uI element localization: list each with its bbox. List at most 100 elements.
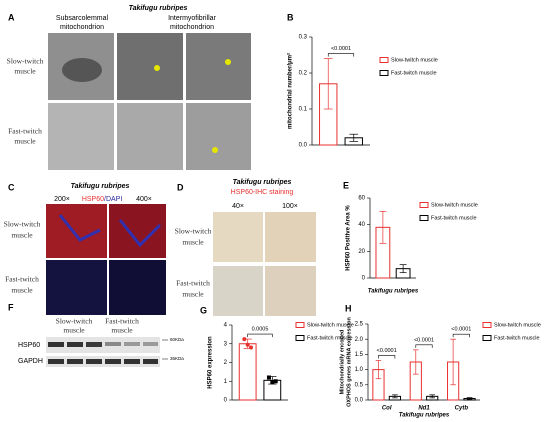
panel-subtitle: HSP60-IHC staining bbox=[231, 189, 294, 196]
significance-bracket bbox=[247, 333, 273, 338]
row-label: muscle bbox=[11, 231, 33, 240]
legend-swatch bbox=[379, 57, 389, 63]
lane-label: muscle bbox=[63, 326, 85, 335]
row-label: muscle bbox=[14, 137, 36, 146]
y-axis-label: HSP60 expression bbox=[208, 336, 214, 389]
y-tick-label: 0.3 bbox=[299, 35, 308, 41]
legend-label: Slow-twitch muscle bbox=[431, 202, 478, 208]
panel-label: C bbox=[8, 182, 15, 192]
significance-bracket bbox=[452, 333, 470, 338]
legend-swatch bbox=[295, 335, 305, 341]
data-point bbox=[266, 375, 271, 380]
x-tick-label: CoI bbox=[382, 406, 392, 412]
data-point bbox=[273, 379, 278, 384]
y-axis-label: Mitochondrially encoded bbox=[339, 330, 345, 395]
x-tick-label: Cytb bbox=[455, 406, 469, 412]
p-value: <0.0001 bbox=[414, 337, 434, 343]
panel-label: F bbox=[8, 302, 14, 312]
magnification: 200× bbox=[54, 196, 70, 203]
magnification: 100× bbox=[282, 203, 298, 210]
y-tick-label: 2 bbox=[224, 360, 228, 366]
panel-label: E bbox=[343, 180, 349, 190]
ihc-images bbox=[213, 212, 316, 316]
significance-bracket bbox=[378, 355, 396, 359]
row-label: muscle bbox=[14, 67, 36, 76]
legend-swatch bbox=[482, 335, 492, 341]
data-point bbox=[245, 342, 250, 347]
legend-label: Fast-twitch muscle bbox=[391, 70, 437, 76]
y-tick-label: 0.5 bbox=[355, 382, 364, 388]
p-value: <0.0001 bbox=[377, 348, 397, 354]
panel-title: Takifugu rubripes bbox=[233, 179, 292, 186]
band-size: 36KDa bbox=[170, 356, 184, 361]
y-tick-label: 0.1 bbox=[299, 107, 308, 113]
lane-label: Fast-twitch bbox=[105, 317, 139, 326]
y-tick-label: 0.2 bbox=[299, 71, 308, 77]
magnification: 40× bbox=[232, 203, 244, 210]
band-label: GAPDH bbox=[18, 358, 43, 365]
p-value: 0.0005 bbox=[252, 327, 269, 333]
blot bbox=[46, 337, 168, 367]
x-axis-label: Takifugu rubripes bbox=[399, 413, 450, 419]
y-tick-label: 20 bbox=[358, 249, 365, 255]
panel-label: D bbox=[177, 182, 184, 192]
x-tick-label: Nd1 bbox=[418, 406, 430, 412]
y-axis-label: HSP60 Positive Area % bbox=[346, 205, 352, 271]
data-point bbox=[242, 337, 247, 342]
legend-label: Slow-twitch muscle bbox=[307, 322, 354, 328]
y-tick-label: 1.0 bbox=[355, 367, 364, 373]
y-tick-label: 1.5 bbox=[355, 352, 364, 358]
row-label: Fast-twitch bbox=[176, 279, 210, 288]
lane-label: muscle bbox=[111, 326, 133, 335]
stain-label: HSP60 bbox=[82, 196, 104, 203]
y-tick-label: 0 bbox=[224, 398, 228, 404]
data-point bbox=[270, 380, 275, 385]
panel-label: B bbox=[287, 12, 294, 22]
band-size: 60KDa bbox=[170, 337, 184, 342]
y-tick-label: 2.0 bbox=[355, 337, 364, 343]
legend-label: Fast-twitch muscle bbox=[494, 335, 540, 341]
legend-swatch bbox=[482, 322, 492, 328]
p-value: <0.0001 bbox=[331, 46, 351, 52]
stain-label: /DAPI bbox=[104, 196, 122, 203]
panel-label: H bbox=[345, 303, 352, 313]
row-label: muscle bbox=[182, 238, 204, 247]
panel-title: Takifugu rubripes bbox=[129, 5, 188, 12]
y-tick-label: 0.0 bbox=[299, 143, 308, 149]
row-label: Slow-twitch bbox=[175, 227, 212, 236]
legend-label: Slow-twitch muscle bbox=[494, 322, 541, 328]
y-tick-label: 3 bbox=[224, 341, 228, 347]
row-label: Slow-twitch bbox=[7, 57, 44, 66]
legend-swatch bbox=[295, 322, 305, 328]
data-point bbox=[249, 345, 254, 350]
em-images bbox=[48, 33, 251, 170]
legend-swatch bbox=[379, 70, 389, 76]
y-tick-label: 4 bbox=[224, 323, 228, 329]
y-tick-label: 40 bbox=[358, 222, 365, 228]
p-value: <0.0001 bbox=[451, 327, 471, 333]
y-axis-label: OXPHOS genes mRNA expression bbox=[346, 317, 352, 407]
significance-bracket bbox=[415, 344, 433, 348]
row-label: muscle bbox=[182, 290, 204, 299]
y-tick-label: 2.5 bbox=[355, 322, 364, 328]
row-label: Fast-twitch bbox=[5, 275, 39, 284]
legend-label: Fast-twitch muscle bbox=[431, 215, 477, 221]
lane-label: Slow-twitch bbox=[56, 317, 93, 326]
significance-bracket bbox=[327, 53, 355, 57]
band-label: HSP60 bbox=[18, 342, 40, 349]
row-label: Slow-twitch bbox=[4, 220, 41, 229]
row-label: Fast-twitch bbox=[8, 127, 42, 136]
panel-label: G bbox=[200, 305, 207, 315]
row-label: muscle bbox=[11, 286, 33, 295]
legend-swatch bbox=[419, 215, 429, 221]
y-tick-label: 60 bbox=[358, 196, 365, 202]
legend-swatch bbox=[419, 202, 429, 208]
bar bbox=[238, 343, 257, 401]
column-header: Intermyofibrillar bbox=[168, 15, 217, 22]
y-tick-label: 0.0 bbox=[355, 398, 364, 404]
column-header: mitochondrion bbox=[60, 24, 104, 31]
if-images bbox=[46, 204, 166, 315]
y-tick-label: 0 bbox=[362, 276, 366, 282]
panel-label: A bbox=[8, 12, 15, 22]
